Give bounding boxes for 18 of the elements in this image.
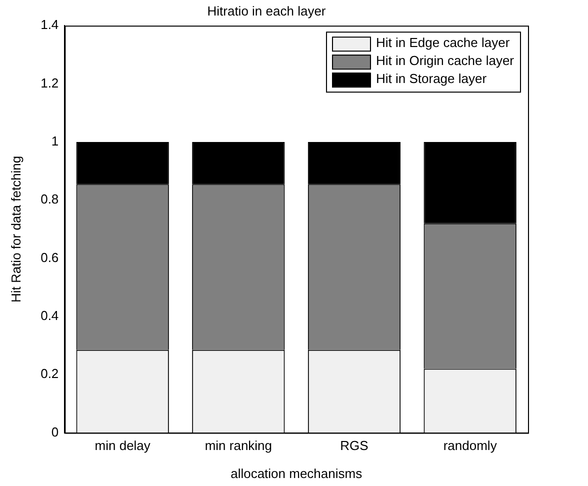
chart-title: Hitratio in each layer (207, 3, 326, 18)
y-tick-label: 0.4 (40, 308, 59, 324)
x-tick-label: min ranking (204, 438, 272, 454)
y-tick-label: 0.6 (40, 250, 59, 265)
y-axis-title: Hit Ratio for data fetching (8, 156, 24, 303)
x-tick-label: randomly (443, 438, 498, 454)
y-tick-label: 0 (51, 424, 59, 440)
y-tick-label: 0.2 (40, 366, 59, 382)
legend-label: Hit in Origin cache layer (376, 53, 515, 68)
y-tick-label: 1 (51, 134, 59, 149)
y-tick-label: 1.4 (40, 17, 59, 32)
legend-label: Hit in Storage layer (376, 71, 488, 86)
y-tick-label: 1.2 (40, 75, 59, 90)
x-tick-label: RGS (340, 438, 369, 454)
y-tick-label: 0.8 (40, 192, 59, 207)
legend-label: Hit in Edge cache layer (376, 35, 510, 50)
x-axis-title: allocation mechanisms (230, 466, 363, 481)
x-tick-label: min delay (94, 438, 151, 454)
